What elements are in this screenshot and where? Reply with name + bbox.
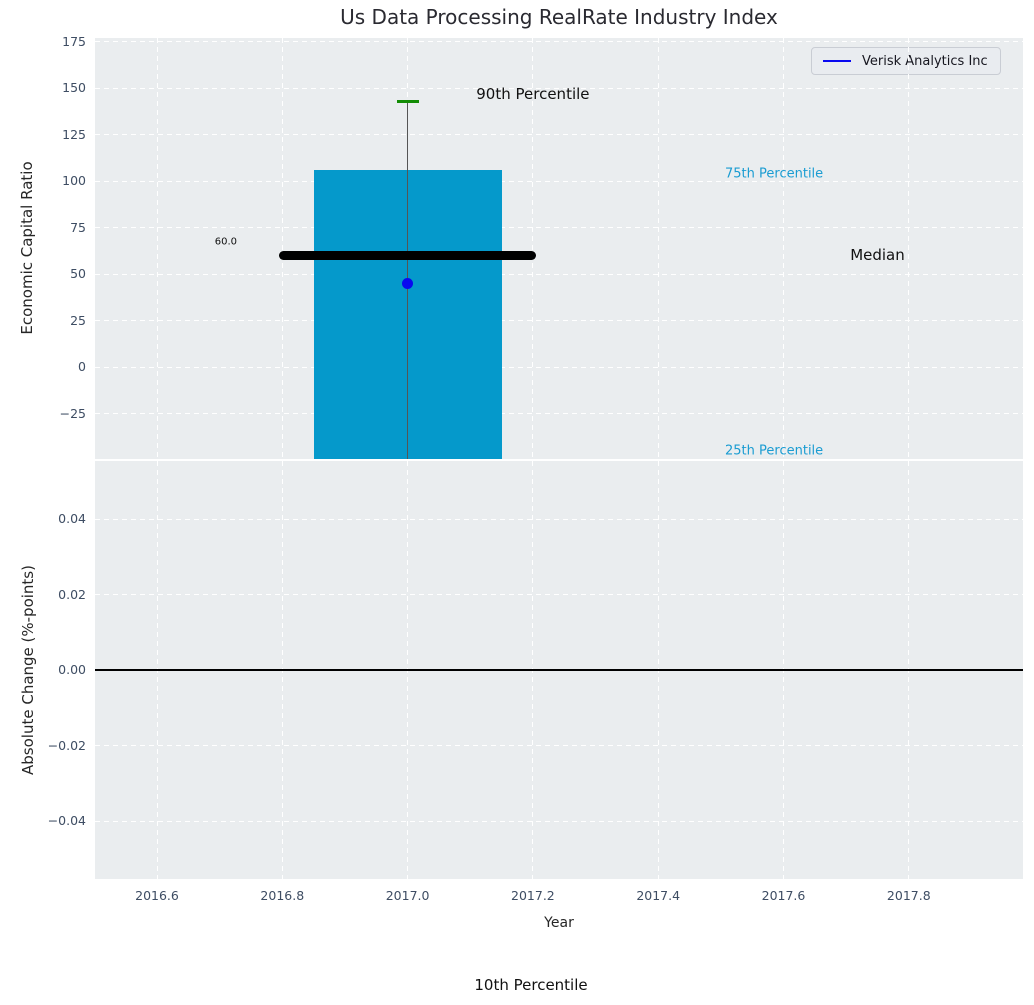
- top-y-tick-label: 175: [62, 33, 86, 49]
- gridline-vertical: [281, 38, 283, 459]
- top-y-tick-label: 50: [70, 266, 86, 281]
- x-tick-label: 2017.8: [886, 888, 931, 903]
- gridline-vertical: [532, 38, 534, 459]
- annotation-90th-percentile: 90th Percentile: [476, 84, 590, 103]
- gridline-horizontal: [95, 87, 1023, 89]
- top-y-tick-label: 125: [62, 126, 86, 142]
- p90-whisker-cap: [396, 99, 419, 103]
- chart-title: Us Data Processing RealRate Industry Ind…: [340, 5, 778, 29]
- x-tick-label: 2017.4: [636, 888, 681, 903]
- gridline-horizontal: [95, 745, 1023, 746]
- bottom-y-tick-label: −0.04: [47, 813, 86, 828]
- gridline-vertical: [156, 38, 158, 459]
- gridline-horizontal: [95, 320, 1023, 321]
- top-y-tick-label: 100: [62, 173, 86, 188]
- bottom-y-tick-label: −0.02: [47, 737, 86, 753]
- annotation-60-0: 60.0: [214, 236, 238, 248]
- zero-line: [95, 669, 1023, 671]
- gridline-horizontal: [95, 273, 1023, 275]
- bottom-y-tick-label: 0.04: [58, 511, 86, 526]
- gridline-vertical: [657, 38, 659, 459]
- gridline-vertical: [908, 38, 910, 459]
- gridline-horizontal: [95, 518, 1023, 520]
- gridline-horizontal: [95, 227, 1023, 228]
- annotation-10th-percentile: 10th Percentile: [474, 976, 588, 994]
- x-tick-label: 2016.8: [260, 888, 305, 903]
- gridline-horizontal: [95, 366, 1023, 368]
- x-tick-label: 2016.6: [135, 888, 179, 903]
- x-tick-label: 2017.0: [385, 888, 430, 903]
- bottom-y-tick-label: 0.02: [58, 586, 86, 602]
- legend-line-sample: [823, 59, 851, 63]
- bottom-axes-panel: [95, 461, 1023, 879]
- annotation-75th-percentile: 75th Percentile: [725, 166, 824, 182]
- annotation-25th-percentile: 25th Percentile: [725, 443, 824, 459]
- x-axis-label: Year: [544, 915, 574, 931]
- top-y-tick-label: 150: [62, 80, 86, 95]
- top-y-tick-label: 75: [70, 219, 86, 235]
- gridline-horizontal: [95, 180, 1023, 182]
- company-data-point: [402, 277, 414, 289]
- bottom-y-tick-label: 0.00: [58, 662, 86, 677]
- top-y-tick-label: 25: [70, 312, 86, 328]
- gridline-horizontal: [95, 820, 1023, 822]
- median-line: [279, 250, 537, 260]
- annotation-median: Median: [850, 246, 905, 265]
- top-y-tick-label: 0: [78, 359, 86, 374]
- gridline-horizontal: [95, 134, 1023, 135]
- gridline-vertical: [783, 38, 784, 459]
- legend: Verisk Analytics Inc: [811, 47, 1001, 75]
- top-y-tick-label: −25: [59, 405, 86, 421]
- x-tick-label: 2017.2: [511, 888, 555, 903]
- gridline-horizontal: [95, 594, 1023, 595]
- gridline-horizontal: [95, 413, 1023, 414]
- gridline-horizontal: [95, 41, 1023, 42]
- top-axes-panel: Verisk Analytics Inc: [95, 38, 1023, 459]
- legend-label: Verisk Analytics Inc: [862, 53, 988, 69]
- x-tick-label: 2017.6: [761, 888, 806, 903]
